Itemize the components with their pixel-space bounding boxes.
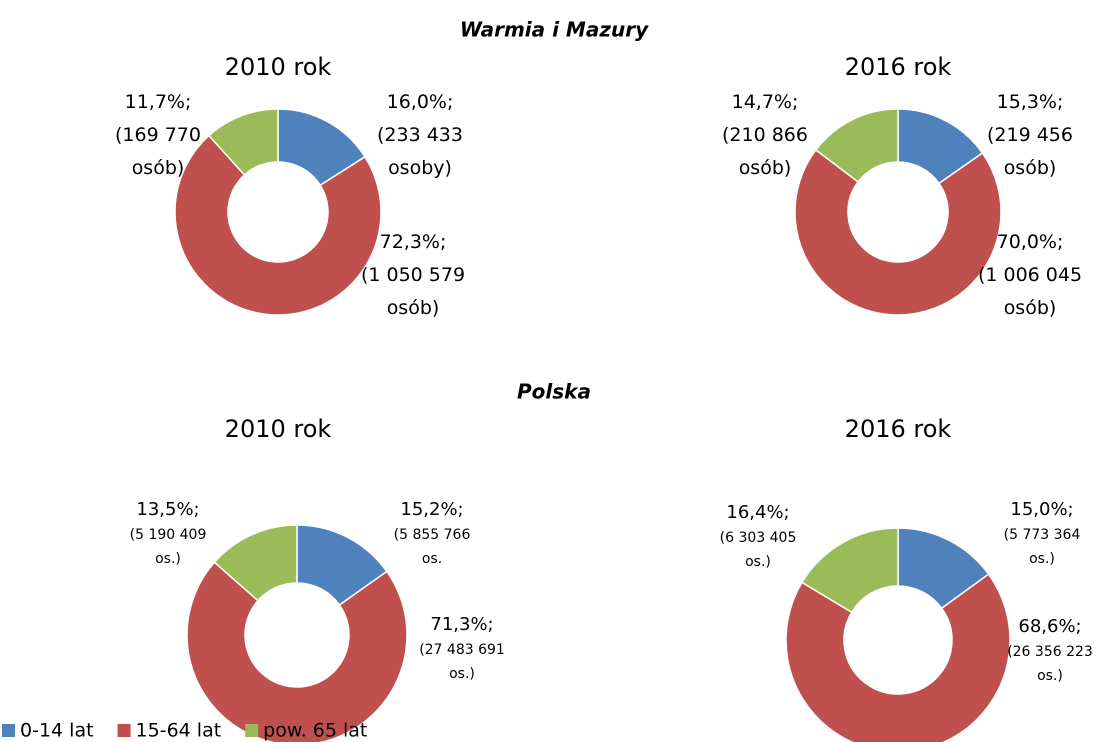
count-label: (5 855 766 os. bbox=[393, 527, 471, 567]
section-heading: Warmia i Mazury bbox=[460, 18, 649, 42]
count-label: (5 190 409 os.) bbox=[129, 527, 207, 567]
data-label: 71,3%; (27 483 691 os.) bbox=[414, 612, 510, 686]
data-label: 14,7%; (210 866 osób) bbox=[706, 86, 824, 185]
donut-segment bbox=[814, 108, 899, 183]
donut-segment bbox=[794, 148, 1002, 316]
data-label: 16,4%; (6 303 405 os.) bbox=[710, 500, 806, 574]
data-label: 68,6%; (26 356 223 os.) bbox=[1002, 614, 1098, 688]
value-label: 15,3%; bbox=[996, 91, 1064, 113]
count-label: (1 006 045 osób) bbox=[977, 264, 1083, 319]
donut-segment bbox=[186, 561, 408, 742]
count-label: (6 303 405 os.) bbox=[719, 530, 797, 570]
donut-segment bbox=[213, 524, 298, 602]
value-label: 16,0%; bbox=[386, 91, 454, 113]
legend-swatch bbox=[245, 724, 259, 737]
value-label: 72,3%; bbox=[379, 231, 447, 253]
data-label: 15,3%; (219 456 osób) bbox=[971, 86, 1089, 185]
value-label: 15,0%; bbox=[1010, 499, 1074, 520]
value-label: 14,7%; bbox=[731, 91, 799, 113]
data-label: 15,2%; (5 855 766 os. bbox=[384, 497, 480, 571]
legend-swatch bbox=[2, 724, 15, 737]
count-label: (26 356 223 os.) bbox=[1007, 644, 1093, 684]
count-label: (5 773 364 os.) bbox=[1003, 527, 1081, 567]
chart-title: 2010 rok bbox=[225, 53, 332, 81]
chart-title: 2016 rok bbox=[845, 53, 952, 81]
donut-segment bbox=[785, 573, 1011, 742]
value-label: 15,2%; bbox=[400, 499, 464, 520]
section-heading: Polska bbox=[517, 380, 591, 404]
legend-label: 15-64 lat bbox=[136, 720, 222, 742]
value-label: 68,6%; bbox=[1018, 616, 1082, 637]
count-label: (1 050 579 osób) bbox=[360, 264, 466, 319]
count-label: (210 866 osób) bbox=[722, 124, 808, 179]
value-label: 71,3%; bbox=[430, 614, 494, 635]
donut-segment bbox=[174, 134, 382, 316]
legend-label: pow. 65 lat bbox=[263, 720, 367, 742]
data-label: 72,3%; (1 050 579 osób) bbox=[354, 226, 472, 325]
donut-segment bbox=[207, 108, 279, 176]
chart-title: 2010 rok bbox=[225, 415, 332, 443]
legend-label: 0-14 lat bbox=[20, 720, 94, 742]
value-label: 13,5%; bbox=[136, 499, 200, 520]
legend-swatch bbox=[117, 724, 131, 737]
value-label: 16,4%; bbox=[726, 502, 790, 523]
count-label: (219 456 osób) bbox=[987, 124, 1073, 179]
chart-title: 2016 rok bbox=[845, 415, 952, 443]
count-label: (169 770 osób) bbox=[115, 124, 201, 179]
data-label: 15,0%; (5 773 364 os.) bbox=[994, 497, 1090, 571]
value-label: 70,0%; bbox=[996, 231, 1064, 253]
data-label: 70,0%; (1 006 045 osób) bbox=[971, 226, 1089, 325]
data-label: 13,5%; (5 190 409 os.) bbox=[120, 497, 216, 571]
value-label: 11,7%; bbox=[124, 91, 192, 113]
data-label: 11,7%; (169 770 osób) bbox=[99, 86, 217, 185]
data-label: 16,0%; (233 433 osoby) bbox=[361, 86, 479, 185]
count-label: (27 483 691 os.) bbox=[419, 642, 505, 682]
count-label: (233 433 osoby) bbox=[377, 124, 463, 179]
donut-segment bbox=[800, 527, 899, 614]
